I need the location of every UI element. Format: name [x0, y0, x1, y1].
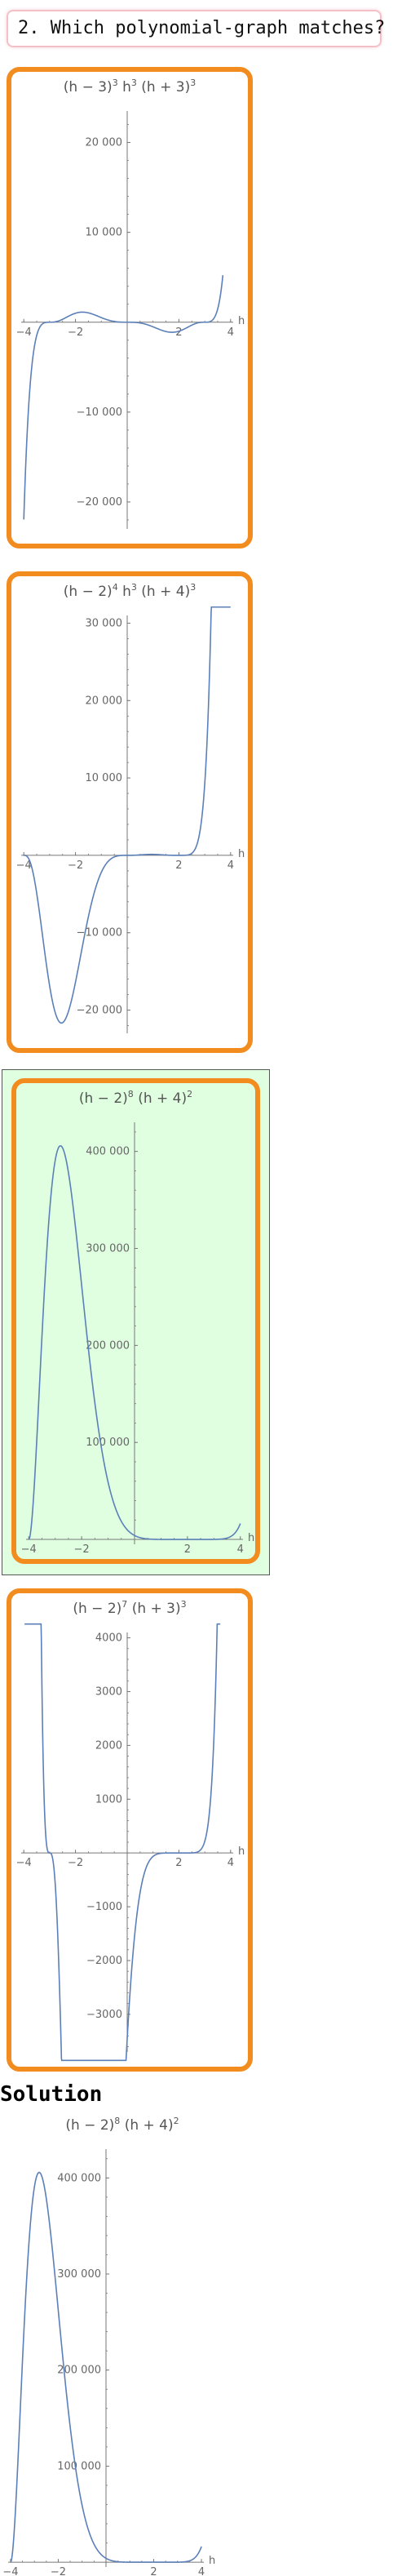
- x-tick-label: −4: [16, 1857, 32, 1869]
- x-tick-label: −2: [74, 1543, 90, 1556]
- y-tick-label: 400 000: [86, 1146, 130, 1158]
- x-tick-label: −4: [2, 2566, 18, 2576]
- y-tick-label: 400 000: [57, 2172, 101, 2184]
- y-tick-label: 20 000: [86, 695, 123, 707]
- solution-plot: (h − 2)8 (h + 4)2 −4 −2 2 4 400 000 300 000 200…: [0, 2110, 245, 2576]
- x-tick-label: −2: [68, 1857, 83, 1869]
- x-tick-label: 4: [227, 1857, 234, 1869]
- x-tick-label: 4: [227, 326, 234, 339]
- y-tick-label: −2000: [86, 1955, 122, 1967]
- answer-option-2[interactable]: (h − 2)4 h3 (h + 4)3 −4 −2 2 4 30 000 20 000 10…: [7, 571, 253, 1053]
- y-tick-label: 4000: [95, 1632, 122, 1645]
- series-line: [23, 275, 224, 520]
- x-axis-label: h: [238, 848, 245, 860]
- series-line: [28, 1144, 241, 1540]
- plot-title: (h − 2)8 (h + 4)2: [65, 2116, 179, 2134]
- solution-heading: Solution: [0, 2082, 103, 2107]
- plot-title: (h − 2)7 (h + 3)3: [73, 1599, 186, 1617]
- y-tick-label: 10 000: [86, 772, 123, 784]
- x-tick-label: −2: [51, 2566, 66, 2576]
- y-tick-label: −3000: [86, 2009, 122, 2021]
- y-tick-label: −10 000: [77, 406, 122, 419]
- y-tick-label: 3000: [95, 1686, 122, 1698]
- plot-title: (h − 2)8 (h + 4)2: [79, 1089, 192, 1107]
- y-tick-label: −20 000: [77, 1005, 122, 1017]
- x-tick-label: 2: [175, 859, 182, 872]
- plot-option-1: (h − 3)3 h3 (h + 3)3 −4 −2 2 4 20 000 10 000 −1…: [16, 78, 245, 529]
- x-tick-label: 2: [150, 2566, 157, 2576]
- y-tick-label: −20 000: [77, 496, 122, 509]
- x-axis-label: h: [248, 1532, 254, 1544]
- plot-option-2: (h − 2)4 h3 (h + 4)3 −4 −2 2 4 30 000 20 000 10…: [16, 582, 245, 1033]
- x-tick-label: −2: [68, 859, 83, 872]
- y-tick-label: 300 000: [57, 2268, 101, 2281]
- x-tick-label: −4: [21, 1543, 37, 1556]
- series-line: [24, 606, 231, 1024]
- plot-solution: (h − 2)8 (h + 4)2 −4 −2 2 4 400 000 300 000 200…: [2, 2116, 215, 2576]
- question-text: 2. Which polynomial-graph matches?: [7, 10, 385, 47]
- plot-title: (h − 2)4 h3 (h + 4)3: [64, 582, 196, 600]
- answer-option-4[interactable]: (h − 2)7 (h + 3)3 −4 −2 2 4 4000 3000 2000 1000 −…: [7, 1588, 253, 2072]
- x-axis-label: h: [238, 1845, 245, 1858]
- y-tick-label: 2000: [95, 1739, 122, 1752]
- x-tick-label: 4: [198, 2566, 205, 2576]
- plot-option-4: (h − 2)7 (h + 3)3 −4 −2 2 4 4000 3000 2000 1000 −…: [16, 1599, 245, 2062]
- answer-option-1[interactable]: (h − 3)3 h3 (h + 3)3 −4 −2 2 4 20 000 10 000 −1…: [7, 67, 253, 549]
- answer-option-3[interactable]: (h − 2)8 (h + 4)2 −4 −2 2 4 400 000 300 000 200…: [11, 1078, 260, 1564]
- y-tick-label: 1000: [95, 1793, 122, 1805]
- x-tick-label: −4: [16, 859, 32, 872]
- x-axis-label: h: [209, 2555, 215, 2567]
- series-line: [24, 1623, 221, 2062]
- x-tick-label: 4: [227, 859, 234, 872]
- y-tick-label: 10 000: [86, 227, 123, 239]
- y-tick-label: 100 000: [57, 2460, 101, 2472]
- y-tick-label: −10 000: [77, 927, 122, 939]
- y-tick-label: 200 000: [57, 2365, 101, 2377]
- y-tick-label: 100 000: [86, 1437, 130, 1449]
- x-tick-label: 2: [175, 326, 182, 339]
- x-tick-label: 4: [237, 1543, 244, 1556]
- x-tick-label: 2: [175, 1857, 182, 1869]
- x-tick-label: −4: [16, 326, 32, 339]
- y-tick-label: −1000: [86, 1901, 122, 1913]
- x-axis-label: h: [238, 315, 245, 327]
- y-tick-label: 200 000: [86, 1339, 130, 1352]
- y-tick-label: 300 000: [86, 1243, 130, 1255]
- x-tick-label: −2: [68, 326, 83, 339]
- x-tick-label: 2: [184, 1543, 191, 1556]
- plot-title: (h − 3)3 h3 (h + 3)3: [64, 78, 196, 95]
- plot-option-3: (h − 2)8 (h + 4)2 −4 −2 2 4 400 000 300 000 200…: [21, 1089, 255, 1556]
- series-line: [10, 2171, 202, 2563]
- y-tick-label: 30 000: [86, 617, 123, 629]
- y-tick-label: 20 000: [86, 137, 123, 149]
